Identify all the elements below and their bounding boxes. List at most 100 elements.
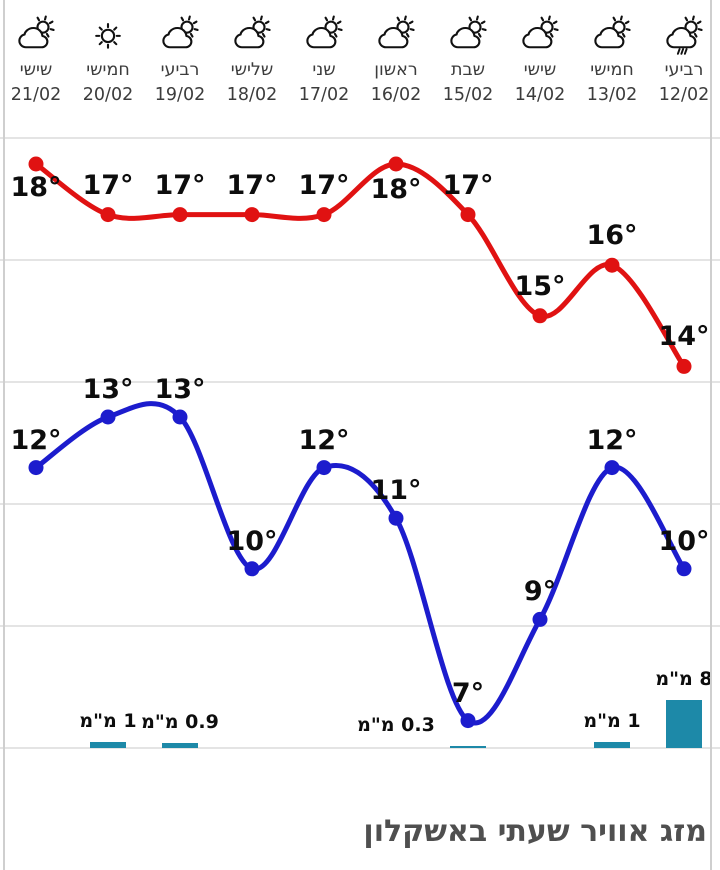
day-column-19-02[interactable]: רביעי 19/02: [144, 12, 216, 108]
right-frame-line: [710, 0, 712, 870]
precip-bar: [162, 743, 198, 748]
partly-cloudy-icon: [432, 12, 504, 58]
precip-label: 8 מ"מ: [655, 668, 713, 690]
data-point: [532, 308, 548, 324]
data-point: [100, 409, 116, 425]
data-point: [28, 460, 44, 476]
day-name: שישי: [523, 60, 557, 80]
partly-cloudy-icon: [504, 12, 576, 58]
partly-cloudy-icon: [144, 12, 216, 58]
temp-label: 17°: [442, 169, 494, 201]
temp-label: 16°: [586, 220, 638, 252]
temp-label: 17°: [82, 169, 134, 201]
data-point: [460, 207, 476, 223]
data-point: [244, 561, 260, 577]
day-name: ראשון: [374, 60, 418, 80]
day-name: שלישי: [230, 60, 274, 80]
data-point: [172, 207, 188, 223]
day-date: 17/02: [298, 85, 350, 105]
gridline: [0, 137, 720, 139]
left-frame-line: [3, 0, 5, 870]
temp-label: 17°: [154, 169, 206, 201]
precip-bar: [450, 746, 486, 748]
precip-label: 1 מ"מ: [583, 710, 641, 732]
temp-label: 11°: [370, 475, 422, 507]
data-point: [676, 561, 692, 577]
day-date: 18/02: [226, 85, 278, 105]
gridline: [0, 625, 720, 627]
day-column-21-02[interactable]: שישי 21/02: [0, 12, 72, 108]
data-point: [316, 207, 332, 223]
partly-cloudy-icon: [216, 12, 288, 58]
precip-label: 0.9 מ"מ: [141, 711, 219, 733]
data-point: [388, 156, 404, 172]
partly-cloudy-icon: [360, 12, 432, 58]
precip-bar: [90, 742, 126, 748]
precip-label: 1 מ"מ: [79, 710, 137, 732]
day-column-15-02[interactable]: שבת 15/02: [432, 12, 504, 108]
day-date: 16/02: [370, 85, 422, 105]
temp-label: 18°: [10, 172, 62, 203]
temp-label: 14°: [658, 321, 710, 353]
temp-label: 17°: [298, 169, 350, 201]
temp-label: 7°: [451, 677, 485, 709]
day-name: שני: [312, 60, 336, 80]
temp-label: 13°: [82, 374, 134, 405]
day-name: רביעי: [664, 60, 704, 80]
temp-label: 12°: [586, 424, 638, 456]
day-name: חמישי: [590, 60, 634, 80]
sunny-icon: [72, 12, 144, 58]
day-name: חמישי: [86, 60, 130, 80]
data-point: [388, 510, 404, 526]
gridline: [0, 381, 720, 383]
day-column-13-02[interactable]: חמישי 13/02: [576, 12, 648, 108]
temp-label: 10°: [658, 525, 710, 557]
temp-label: 12°: [10, 424, 62, 456]
data-point: [676, 358, 692, 374]
gridline: [0, 503, 720, 505]
data-point: [172, 409, 188, 425]
day-column-16-02[interactable]: ראשון 16/02: [360, 12, 432, 108]
data-point: [604, 257, 620, 273]
sun-shower-icon: [648, 12, 720, 58]
precip-label: 0.3 מ"מ: [357, 714, 435, 736]
data-point: [532, 611, 548, 627]
partly-cloudy-icon: [576, 12, 648, 58]
day-column-12-02[interactable]: רביעי 12/02: [648, 12, 720, 108]
data-point: [316, 460, 332, 476]
partly-cloudy-icon: [288, 12, 360, 58]
day-column-17-02[interactable]: שני 17/02: [288, 12, 360, 108]
temp-label: 9°: [523, 576, 557, 608]
precip-bar: [666, 700, 702, 748]
day-date: 19/02: [154, 85, 206, 105]
low-temp-line: [33, 401, 687, 726]
data-point: [460, 713, 476, 729]
data-point: [244, 207, 260, 223]
data-point: [604, 460, 620, 476]
day-date: 15/02: [442, 85, 494, 105]
temp-label: 15°: [514, 270, 566, 302]
day-date: 20/02: [82, 85, 134, 105]
precip-bar: [594, 742, 630, 748]
day-name: רביעי: [160, 60, 200, 80]
data-point: [28, 156, 44, 172]
day-name: שישי: [19, 60, 53, 80]
temp-label: 18°: [370, 174, 422, 205]
day-date: 21/02: [10, 85, 62, 105]
partly-cloudy-icon: [0, 12, 72, 58]
day-name: שבת: [450, 60, 486, 80]
day-column-20-02[interactable]: חמישי 20/02: [72, 12, 144, 108]
day-column-14-02[interactable]: שישי 14/02: [504, 12, 576, 108]
day-date: 14/02: [514, 85, 566, 105]
temp-label: 17°: [226, 169, 278, 201]
day-column-18-02[interactable]: שלישי 18/02: [216, 12, 288, 108]
gridline: [0, 747, 720, 749]
temp-label: 10°: [226, 525, 278, 557]
gridline: [0, 259, 720, 261]
temp-label: 13°: [154, 374, 206, 405]
page-title: מזג אוויר שעתי באשקלון: [363, 814, 707, 849]
day-date: 12/02: [658, 85, 710, 105]
temp-label: 12°: [298, 424, 350, 456]
